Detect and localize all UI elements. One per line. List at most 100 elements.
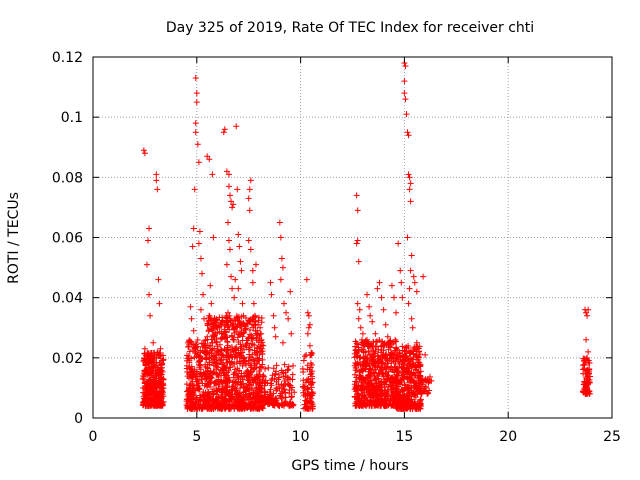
data-point: [254, 390, 261, 397]
data-point: [200, 291, 207, 298]
data-point: [368, 355, 375, 362]
data-point: [251, 318, 258, 325]
data-point: [185, 387, 192, 394]
x-tick-label: 0: [89, 429, 98, 445]
data-point: [424, 390, 431, 397]
data-point: [148, 370, 155, 377]
data-point: [241, 321, 248, 328]
data-point: [401, 366, 408, 373]
data-point: [234, 391, 241, 398]
data-point: [387, 343, 394, 350]
data-point: [420, 273, 427, 280]
data-point: [224, 324, 231, 331]
data-point: [229, 333, 236, 340]
data-point: [195, 354, 202, 361]
data-point: [376, 364, 383, 371]
data-point: [221, 354, 228, 361]
data-point: [140, 147, 147, 154]
data-point: [402, 357, 409, 364]
data-point: [369, 344, 376, 351]
data-point: [184, 339, 191, 346]
data-point: [224, 390, 231, 397]
data-point: [308, 362, 315, 369]
data-point: [151, 383, 158, 390]
data-point: [256, 364, 263, 371]
data-point: [402, 63, 409, 70]
data-point: [154, 351, 161, 358]
data-point: [140, 373, 147, 380]
data-point: [140, 399, 147, 406]
data-point: [260, 373, 267, 380]
data-point: [247, 177, 254, 184]
data-point: [308, 389, 315, 396]
data-point: [251, 312, 258, 319]
data-point: [585, 348, 592, 355]
data-point: [240, 321, 247, 328]
data-point: [411, 384, 418, 391]
data-point: [307, 352, 314, 359]
data-point: [237, 381, 244, 388]
data-point: [213, 322, 220, 329]
data-point: [222, 380, 229, 387]
data-point: [386, 339, 393, 346]
data-point: [228, 198, 235, 205]
data-point: [409, 324, 416, 331]
data-point: [156, 389, 163, 396]
data-point: [411, 398, 418, 405]
data-point: [141, 367, 148, 374]
data-point: [195, 240, 202, 247]
data-point: [393, 344, 400, 351]
data-point: [275, 401, 282, 408]
data-point: [186, 365, 193, 372]
data-point: [201, 396, 208, 403]
data-point: [192, 341, 199, 348]
data-point: [255, 393, 262, 400]
data-point: [253, 384, 260, 391]
data-point: [583, 336, 590, 343]
data-point: [237, 258, 244, 265]
data-point: [236, 399, 243, 406]
x-tick-label: 20: [499, 429, 517, 445]
data-point: [405, 171, 412, 178]
data-point: [393, 371, 400, 378]
data-point: [305, 376, 312, 383]
data-point: [243, 370, 250, 377]
data-point: [191, 186, 198, 193]
data-point: [244, 340, 251, 347]
data-point: [193, 369, 200, 376]
data-point: [153, 370, 160, 377]
data-point: [152, 364, 159, 371]
data-point: [359, 330, 366, 337]
data-point: [358, 336, 365, 343]
data-point: [402, 385, 409, 392]
data-point: [158, 395, 165, 402]
data-point: [386, 356, 393, 363]
x-tick-label: 5: [192, 429, 201, 445]
data-point: [254, 379, 261, 386]
data-point: [256, 368, 263, 375]
data-point: [261, 382, 268, 389]
data-point: [246, 186, 253, 193]
data-point: [405, 132, 412, 139]
data-point: [424, 376, 431, 383]
data-point: [228, 386, 235, 393]
data-point: [190, 327, 197, 334]
data-point: [209, 395, 216, 402]
data-point: [408, 252, 415, 259]
data-point: [423, 377, 430, 384]
data-point: [206, 156, 213, 163]
data-point: [407, 267, 414, 274]
data-point: [371, 401, 378, 408]
data-point: [259, 351, 266, 358]
data-point: [361, 393, 368, 400]
data-point: [243, 342, 250, 349]
data-point: [258, 315, 265, 322]
data-point: [388, 359, 395, 366]
data-point: [204, 322, 211, 329]
data-point: [230, 349, 237, 356]
data-point: [309, 368, 316, 375]
data-point: [308, 349, 315, 356]
data-point: [372, 363, 379, 370]
data-point: [231, 316, 238, 323]
data-point: [356, 359, 363, 366]
